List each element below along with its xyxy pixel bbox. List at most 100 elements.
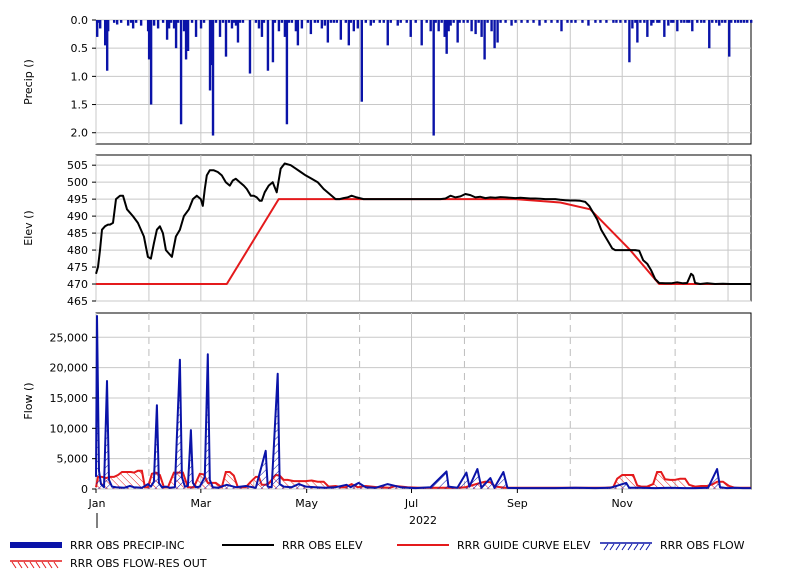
elev-y-tick-label: 500 — [67, 176, 88, 189]
precip-bar — [429, 20, 432, 32]
precip-bar — [443, 20, 446, 37]
elev-y-axis-title: Elev () — [22, 210, 35, 245]
precip-bar — [496, 20, 499, 43]
legend-swatch-precip — [10, 539, 62, 551]
precip-bar — [670, 20, 673, 23]
legend-swatch-elev — [222, 539, 274, 551]
precip-bar — [389, 20, 392, 23]
legend-label-guide-curve: RRR GUIDE CURVE ELEV — [457, 538, 591, 552]
precip-bar — [112, 20, 116, 23]
precip-bar — [462, 20, 465, 23]
precip-bar — [349, 20, 353, 23]
precip-bar — [360, 20, 363, 102]
precip-bar — [599, 20, 602, 23]
elev-y-tick-label: 490 — [67, 210, 88, 223]
precip-bar — [95, 20, 99, 37]
precip-bar — [566, 20, 569, 23]
precip-bar — [285, 20, 289, 125]
precip-bar — [209, 20, 213, 66]
precip-bar — [344, 20, 348, 23]
precip-bar — [169, 20, 173, 23]
precip-bar — [176, 20, 180, 23]
precip-bar — [227, 20, 231, 23]
flow-panel: 0 5,000 10,000 15,000 20,000 25,000 Flow () — [22, 312, 752, 496]
precip-bar — [266, 20, 270, 71]
precip-bar — [126, 20, 130, 26]
precip-bar — [399, 20, 402, 23]
precip-y-tick-label: 0.5 — [71, 42, 89, 55]
precip-bar — [103, 20, 107, 46]
precip-bar — [652, 20, 655, 23]
precip-plot-area — [95, 19, 752, 145]
precip-bar — [432, 20, 435, 136]
flow-y-tick-label: 10,000 — [50, 422, 89, 435]
precip-bar — [356, 20, 360, 29]
precip-bar — [300, 20, 304, 29]
flow-plot-area — [95, 312, 752, 490]
precip-bar — [499, 20, 502, 23]
precip-bar — [316, 20, 320, 23]
elev-panel: 465 470 475 480 485 490 495 500 505 Elev () — [22, 154, 752, 308]
precip-bar — [470, 20, 473, 32]
precip-bar — [194, 20, 198, 37]
precip-bar — [161, 20, 165, 23]
precip-bar — [696, 20, 699, 23]
precip-bar — [179, 20, 183, 125]
precip-bar — [683, 20, 686, 23]
elev-y-ticks: 465 470 475 480 485 490 495 500 505 — [67, 159, 96, 308]
precip-bar — [605, 20, 608, 23]
legend-swatch-flow-res-out — [10, 557, 62, 569]
precip-panel: 0.0 0.5 1.0 1.5 2.0 Precip () — [22, 14, 753, 145]
x-axis-year-label: 2022 — [409, 514, 437, 527]
precip-bar — [728, 20, 731, 57]
precip-bar — [386, 20, 389, 46]
precip-bar — [149, 20, 153, 105]
precip-bar — [514, 20, 517, 23]
elev-y-tick-label: 475 — [67, 261, 88, 274]
precip-bar — [538, 20, 541, 26]
precip-bar — [352, 20, 356, 32]
precip-bar — [445, 20, 448, 54]
precip-bar — [172, 20, 176, 29]
elev-plot-area — [95, 154, 752, 302]
precip-bar — [119, 20, 123, 23]
precip-bar — [165, 20, 169, 40]
precip-bar — [347, 20, 351, 46]
precip-bar — [214, 20, 218, 23]
precip-bar — [672, 20, 675, 23]
precip-bar — [718, 20, 721, 26]
legend-item-guide-curve: RRR GUIDE CURVE ELEV — [397, 538, 590, 552]
precip-bar — [474, 20, 477, 35]
precip-bar — [703, 20, 706, 23]
precip-bar — [458, 20, 461, 23]
precip-y-tick-label: 0.0 — [71, 14, 89, 27]
precip-bar — [570, 20, 573, 23]
precip-bar — [339, 20, 343, 40]
elev-obs-line — [95, 162, 751, 285]
x-tick-label: Sep — [507, 497, 528, 510]
precip-bar — [221, 20, 225, 23]
flow-series — [95, 315, 751, 490]
precip-bar — [182, 20, 186, 32]
flow-y-axis-title: Flow () — [22, 382, 35, 419]
legend-label-flow: RRR OBS FLOW — [660, 538, 745, 552]
precip-bar — [287, 20, 291, 23]
precip-bar — [667, 20, 670, 26]
precip-bar — [686, 20, 689, 23]
legend-swatch-guide-curve — [397, 539, 449, 551]
precip-bar — [700, 20, 703, 23]
legend-label-precip: RRR OBS PRECIP-INC — [70, 538, 185, 552]
precip-bar — [550, 20, 553, 23]
elev-y-tick-label: 485 — [67, 227, 88, 240]
x-tick-label: May — [295, 497, 318, 510]
x-tick-label: Mar — [190, 497, 211, 510]
elev-lines — [95, 162, 751, 285]
precip-y-tick-label: 2.0 — [71, 127, 89, 140]
precip-bar — [294, 20, 298, 32]
precip-bar — [409, 20, 412, 37]
precip-bar — [290, 20, 294, 23]
precip-bar — [332, 20, 336, 23]
precip-bar — [740, 20, 743, 23]
precip-bar — [211, 20, 215, 136]
x-tick-label: Nov — [611, 497, 633, 510]
